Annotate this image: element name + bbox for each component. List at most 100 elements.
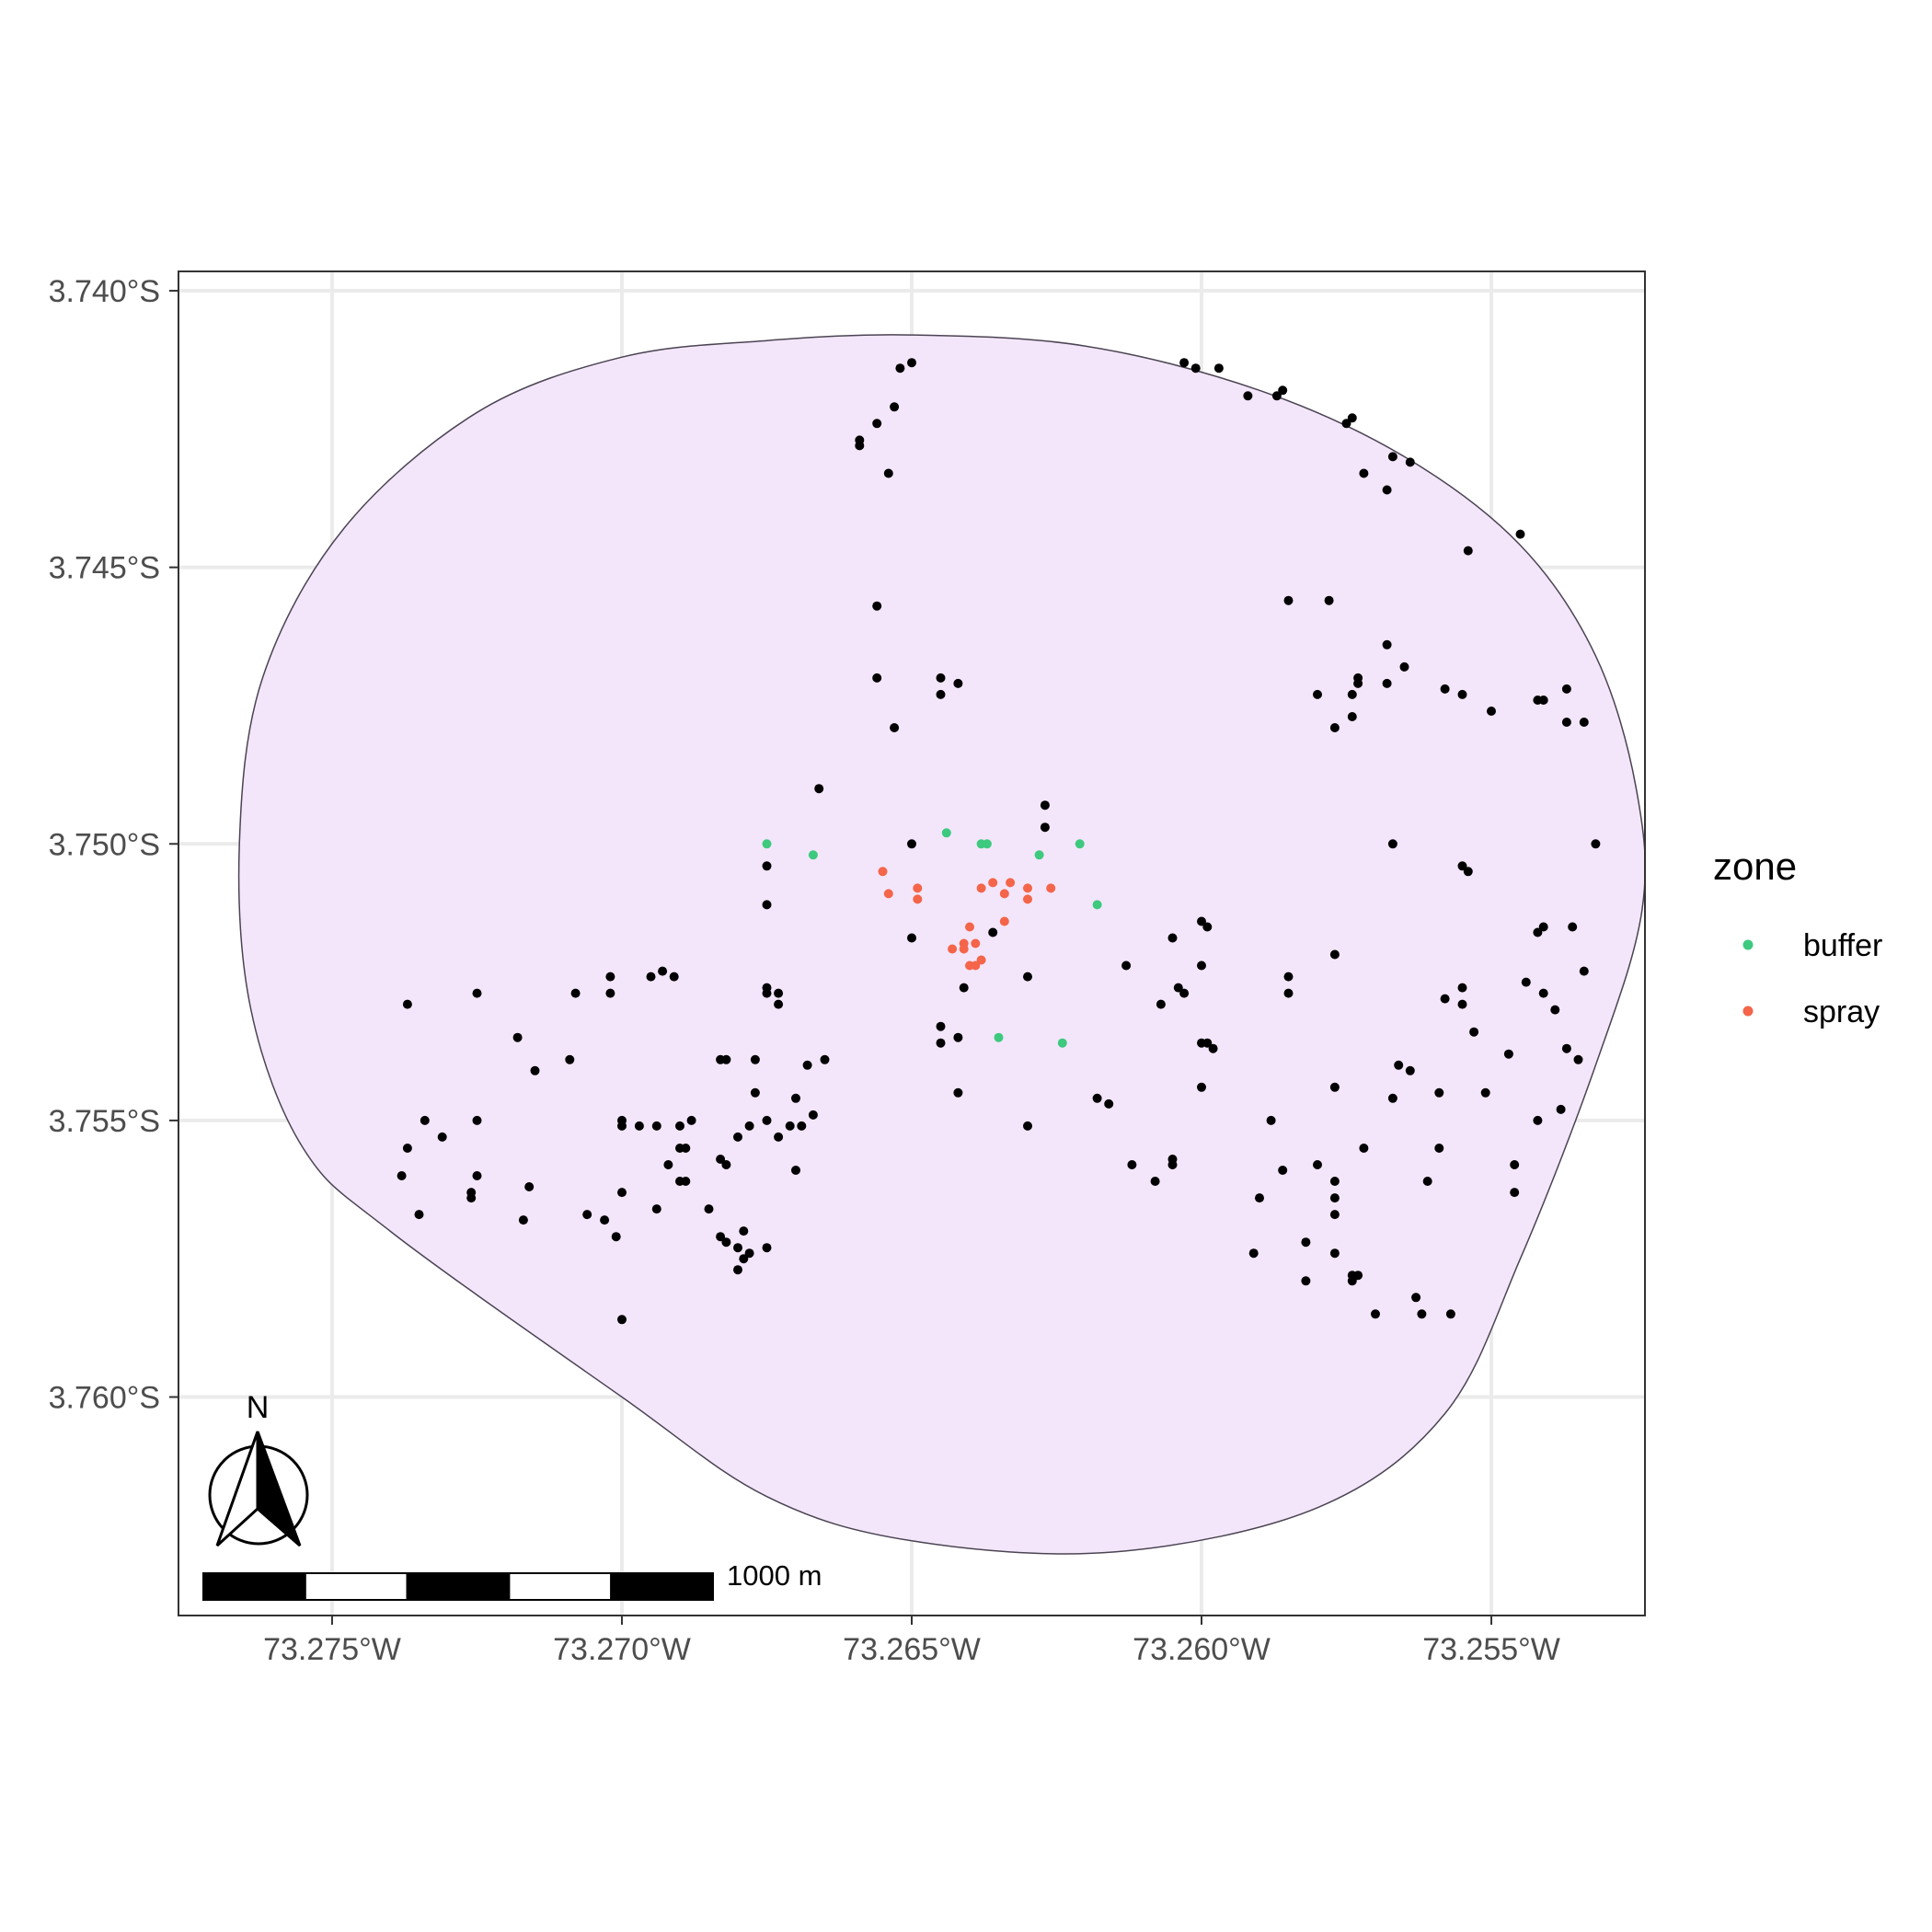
building-point-198 xyxy=(611,1232,621,1242)
y-tick-label-4: 3.760°S xyxy=(49,1381,160,1416)
scale-bar-segment-1 xyxy=(304,1572,408,1601)
building-point-141 xyxy=(565,1054,575,1064)
building-point-124 xyxy=(1353,1271,1363,1281)
x-axis: 73.275°W 73.270°W 73.265°W 73.260°W 73.255°W xyxy=(263,1616,1560,1667)
building-point-189 xyxy=(774,999,784,1009)
building-point-83 xyxy=(1329,949,1340,960)
building-point-160 xyxy=(686,1115,696,1125)
north-arrow-icon xyxy=(208,1431,309,1547)
building-point-147 xyxy=(414,1210,424,1220)
building-point-21 xyxy=(1283,595,1294,605)
spray-point-5 xyxy=(988,878,998,888)
building-point-129 xyxy=(1417,1309,1427,1319)
building-point-75 xyxy=(1208,1043,1218,1053)
spray-point-4 xyxy=(976,883,986,893)
scale-bar-segment-3 xyxy=(508,1572,613,1601)
legend: zone buffer spray xyxy=(1713,845,1882,1029)
x-tick-label-4: 73.255°W xyxy=(1422,1632,1560,1667)
building-point-72 xyxy=(1156,999,1166,1009)
building-point-74 xyxy=(1202,1038,1213,1048)
building-point-19 xyxy=(1515,529,1525,539)
building-point-89 xyxy=(1521,977,1531,987)
building-point-176 xyxy=(797,1121,807,1131)
building-point-185 xyxy=(750,1054,760,1064)
x-tick-label-2: 73.265°W xyxy=(843,1632,981,1667)
building-point-187 xyxy=(762,988,772,998)
building-point-149 xyxy=(466,1193,477,1203)
building-point-10 xyxy=(1243,391,1253,401)
building-point-48 xyxy=(936,689,946,699)
building-point-121 xyxy=(1248,1248,1259,1259)
x-tick-label-1: 73.270°W xyxy=(553,1632,691,1667)
building-point-166 xyxy=(617,1188,627,1198)
building-point-140 xyxy=(530,1065,540,1075)
building-point-112 xyxy=(1510,1160,1520,1169)
building-point-138 xyxy=(669,972,679,982)
legend-key-spray xyxy=(1742,1006,1754,1017)
building-point-53 xyxy=(907,839,916,849)
building-point-139 xyxy=(512,1032,523,1042)
y-tick-label-0: 3.740°S xyxy=(49,274,160,309)
building-point-20 xyxy=(1463,546,1473,556)
building-point-115 xyxy=(1278,1166,1288,1175)
building-point-82 xyxy=(1150,1177,1160,1186)
building-point-69 xyxy=(1197,960,1206,971)
building-point-88 xyxy=(1457,999,1467,1009)
building-point-172 xyxy=(744,1121,754,1131)
building-point-94 xyxy=(1533,927,1543,937)
building-point-179 xyxy=(802,1060,812,1070)
buffer-point-2 xyxy=(941,828,951,838)
building-point-9 xyxy=(1213,363,1224,374)
building-point-23 xyxy=(1382,639,1392,650)
building-point-120 xyxy=(1301,1237,1311,1248)
building-point-54 xyxy=(762,861,772,871)
building-point-6 xyxy=(883,468,893,478)
study-area-polygon xyxy=(237,334,1647,1555)
building-point-28 xyxy=(1313,689,1322,699)
building-point-152 xyxy=(518,1215,528,1225)
spray-point-10 xyxy=(1023,894,1032,904)
building-point-62 xyxy=(953,1032,963,1042)
building-point-131 xyxy=(402,999,412,1009)
scale-bar-segment-4 xyxy=(610,1572,715,1601)
building-point-29 xyxy=(1347,689,1357,699)
buffer-point-4 xyxy=(982,839,992,849)
building-point-145 xyxy=(472,1115,482,1125)
building-point-22 xyxy=(1324,595,1334,605)
building-point-67 xyxy=(1167,933,1178,943)
building-point-169 xyxy=(716,1155,726,1164)
building-point-17 xyxy=(1359,468,1369,478)
building-point-1 xyxy=(895,363,905,374)
spray-point-17 xyxy=(976,955,986,965)
buffer-point-5 xyxy=(1034,850,1044,860)
building-point-137 xyxy=(658,966,668,976)
building-point-157 xyxy=(634,1121,644,1131)
spray-point-8 xyxy=(1046,883,1056,893)
building-point-95 xyxy=(1568,922,1578,932)
building-point-61 xyxy=(936,1038,946,1048)
building-point-150 xyxy=(472,1171,482,1180)
building-point-57 xyxy=(988,927,998,937)
y-tick-label-1: 3.745°S xyxy=(49,551,160,586)
building-point-38 xyxy=(1561,718,1571,727)
buffer-point-6 xyxy=(1075,839,1085,849)
building-point-56 xyxy=(907,933,916,943)
building-point-134 xyxy=(605,988,615,998)
building-point-146 xyxy=(397,1171,407,1180)
building-point-168 xyxy=(704,1204,714,1214)
spray-point-12 xyxy=(999,916,1009,926)
building-point-144 xyxy=(437,1132,447,1142)
building-point-43 xyxy=(1463,867,1473,877)
building-point-195 xyxy=(762,1243,772,1253)
building-point-182 xyxy=(791,1166,800,1175)
building-point-68 xyxy=(1121,960,1132,971)
scale-bar-segments xyxy=(202,1572,715,1601)
buffer-point-9 xyxy=(1057,1038,1067,1048)
spray-point-2 xyxy=(913,894,923,904)
spray-point-13 xyxy=(971,938,981,949)
building-point-79 xyxy=(1127,1160,1137,1169)
building-point-156 xyxy=(617,1121,627,1131)
building-point-130 xyxy=(1445,1309,1455,1319)
building-point-100 xyxy=(1394,1060,1404,1070)
